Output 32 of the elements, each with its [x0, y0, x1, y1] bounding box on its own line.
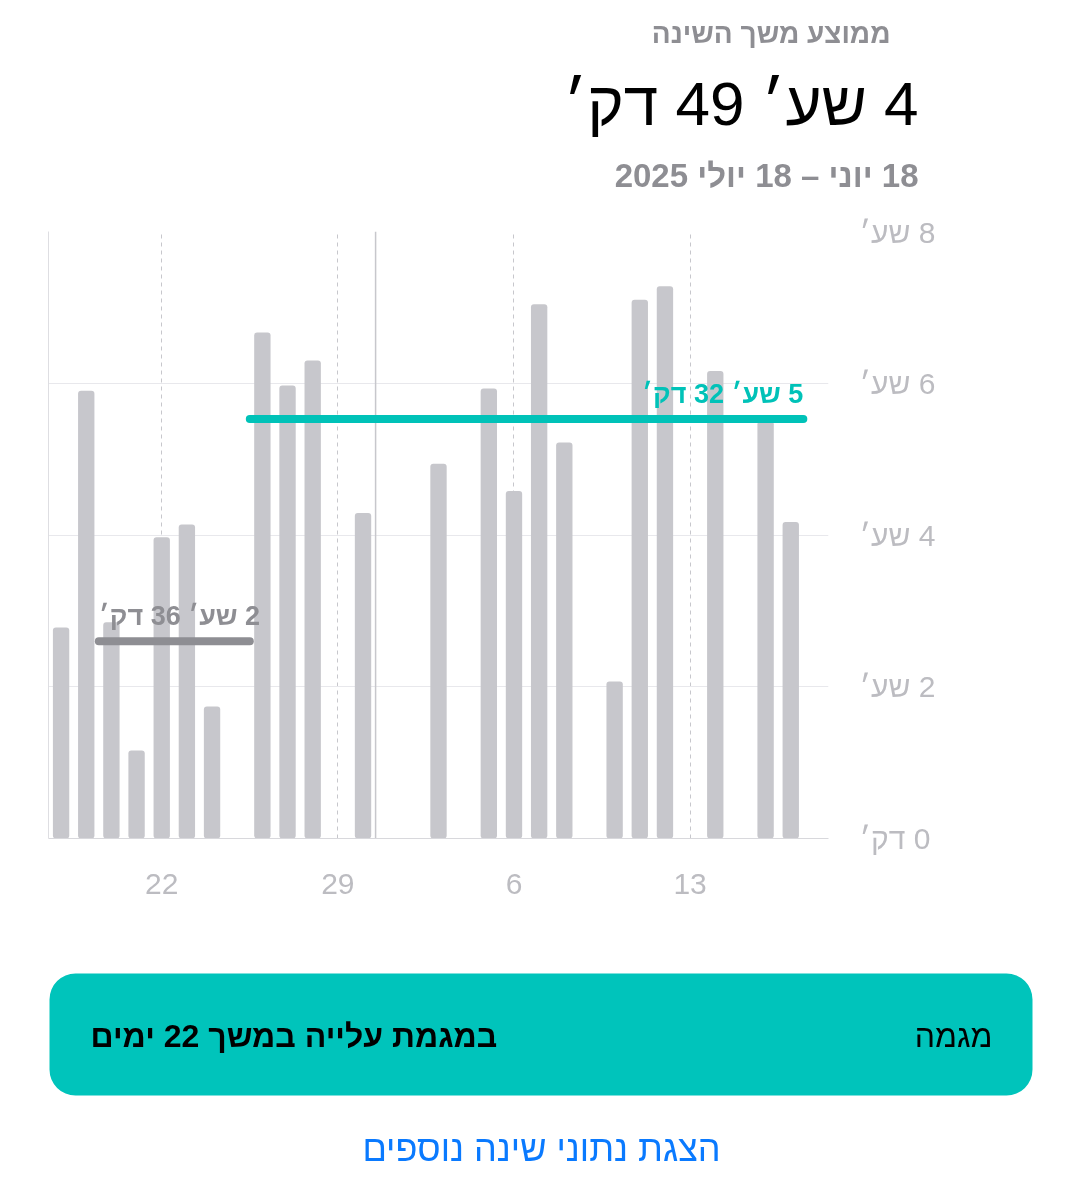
chart-subtitle: 18 יוני – 18 יולי 2025 [614, 157, 919, 194]
x-tick-label: 6 [505, 866, 523, 900]
bar [304, 360, 321, 839]
bar [128, 750, 145, 839]
bar [430, 463, 447, 839]
bar [606, 681, 623, 839]
bar [78, 390, 95, 839]
y-tick-label: 6 שע׳ [859, 366, 936, 400]
y-tick-label: 2 שע׳ [859, 670, 936, 704]
bar [505, 490, 523, 839]
text: הצגת נתוני שינה נוספים [362, 1128, 721, 1169]
y-tick-label: 8 שע׳ [859, 215, 936, 249]
bar [530, 304, 548, 839]
text: 4 שע׳ 49 דק׳ [563, 69, 919, 138]
y-tick-label: 0 דק׳ [859, 822, 931, 855]
bar [782, 522, 799, 839]
series-label: 2 שע׳ 36 דק׳ [98, 601, 261, 632]
chart-title: ממוצע משך השינה [651, 18, 891, 49]
x-tick-label: 22 [145, 866, 179, 900]
series-label: 5 שע׳ 32 דק׳ [642, 378, 804, 409]
bar [556, 442, 573, 839]
bar [279, 385, 296, 839]
text: מגמה [914, 1017, 993, 1054]
bar [354, 513, 372, 839]
bar [203, 706, 221, 839]
bar [757, 421, 774, 839]
bar [52, 627, 70, 839]
bar [480, 388, 497, 839]
x-tick-label: 29 [321, 866, 355, 900]
y-tick-label: 4 שע׳ [859, 518, 936, 552]
x-tick-label: 13 [673, 866, 707, 900]
text: במגמת עלייה במשך 22 ימים [90, 1017, 498, 1054]
